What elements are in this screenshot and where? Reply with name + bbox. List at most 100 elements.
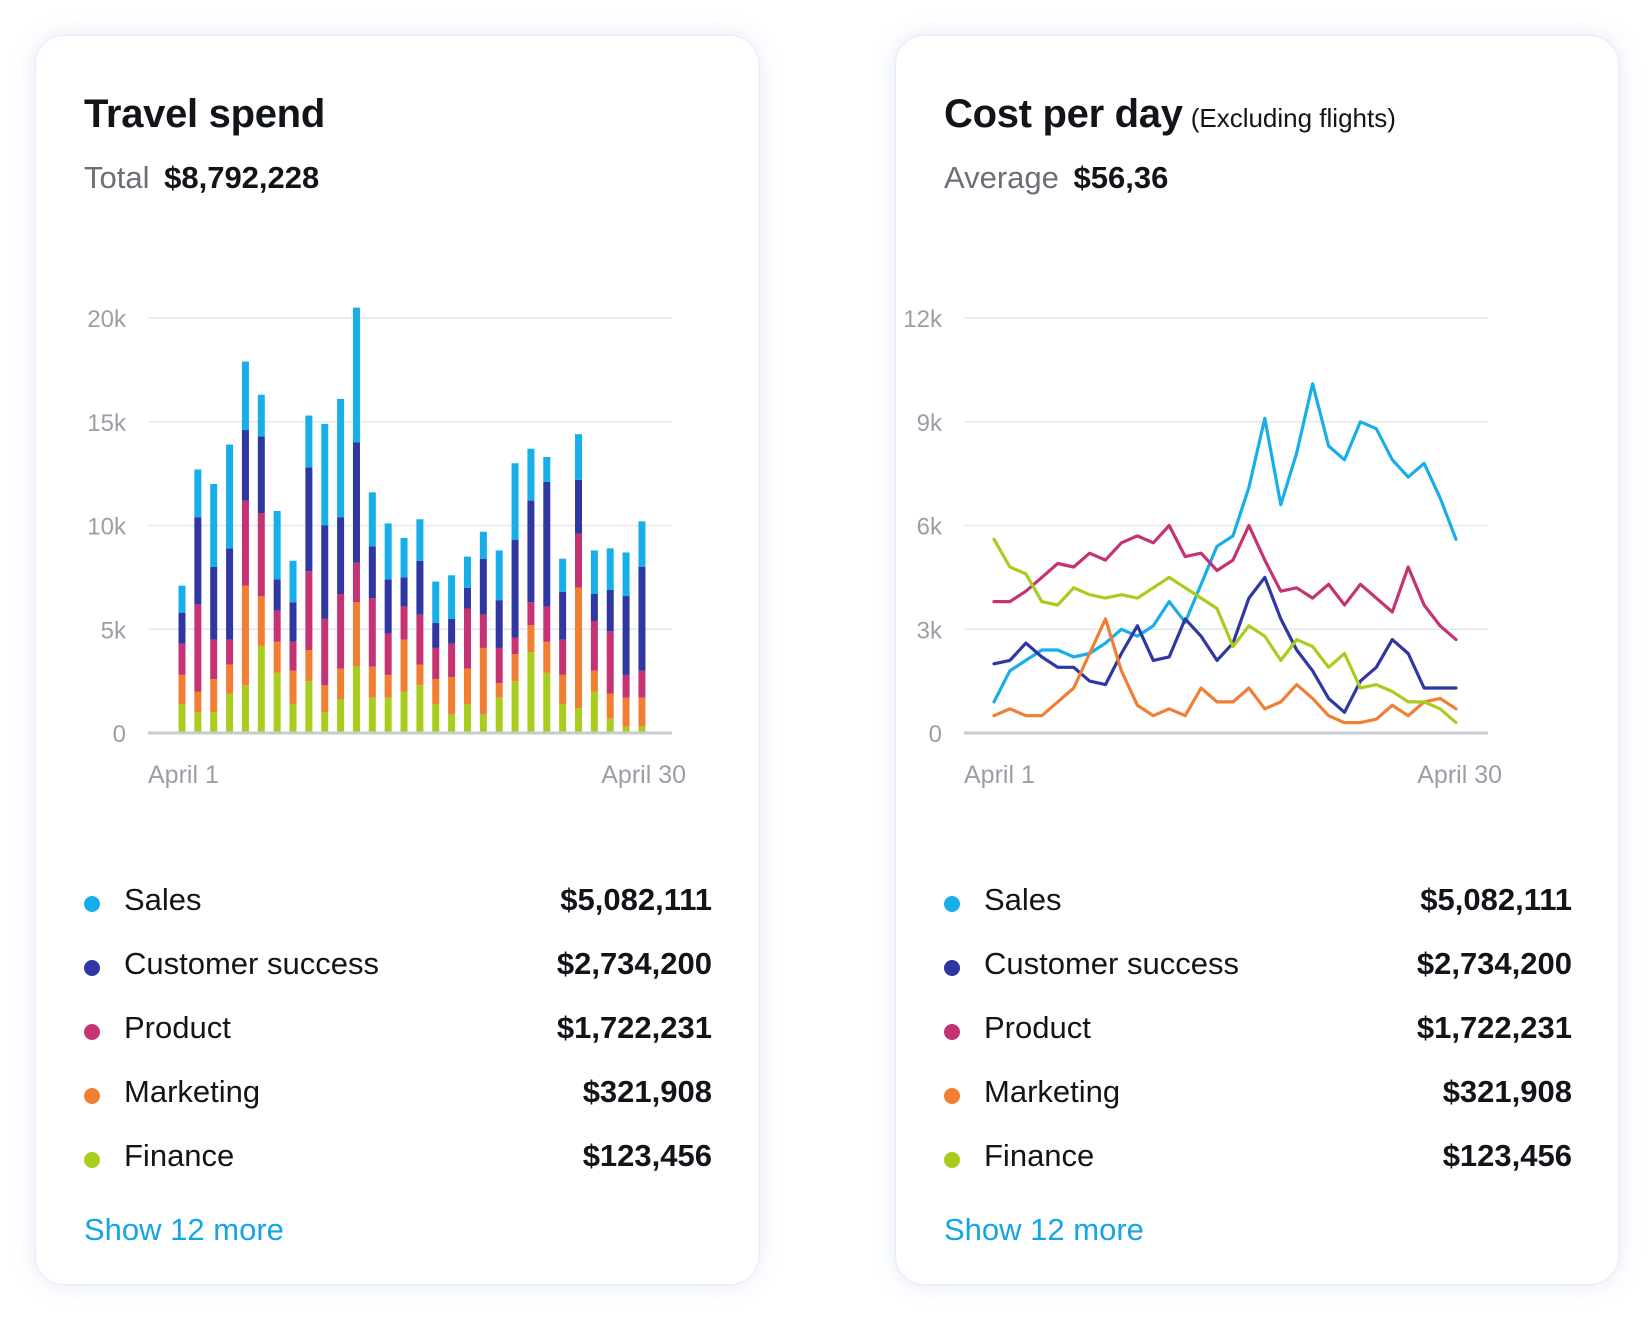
bar-segment-marketing bbox=[448, 676, 456, 715]
bar-segment-sales bbox=[527, 448, 535, 501]
bar-segment-sales bbox=[479, 531, 487, 559]
bar-segment-customer-success bbox=[226, 548, 234, 640]
bar-segment-product bbox=[178, 643, 186, 675]
show-more-link[interactable]: Show 12 more bbox=[944, 1212, 1144, 1247]
bar-segment-product bbox=[559, 639, 567, 675]
bar-segment-sales bbox=[590, 550, 598, 594]
legend-row-customer-success: Customer success $2,734,200 bbox=[944, 940, 1572, 1004]
travel-spend-bar-chart: 0 5k 10k 15k 20k April 1 April 30 bbox=[87, 306, 686, 789]
x-tick-label-start: April 1 bbox=[148, 761, 219, 789]
bar-segment-product bbox=[321, 618, 329, 686]
card-title: Cost per day (Excluding flights) bbox=[944, 92, 1396, 137]
bar-segment-marketing bbox=[226, 664, 234, 694]
bar-segment-marketing bbox=[210, 679, 218, 713]
bar-segment-customer-success bbox=[337, 517, 345, 594]
x-tick-label-end: April 30 bbox=[601, 761, 686, 789]
legend-dot-product bbox=[84, 1024, 100, 1040]
series-line-finance bbox=[992, 537, 1458, 725]
bar-segment-sales bbox=[241, 361, 249, 431]
bar-segment-sales bbox=[432, 581, 440, 624]
bar-segment-product bbox=[622, 674, 630, 698]
bar-segment-marketing bbox=[479, 647, 487, 715]
bar-segment-customer-success bbox=[305, 467, 313, 572]
bar-segment-customer-success bbox=[622, 596, 630, 675]
bar-segment-customer-success bbox=[559, 591, 567, 640]
legend-row-sales: Sales $5,082,111 bbox=[84, 876, 712, 940]
bar-segment-product bbox=[337, 593, 345, 669]
bar-segment-sales bbox=[495, 550, 503, 601]
cost-per-day-legend: Sales $5,082,111 Customer success $2,734… bbox=[944, 876, 1572, 1196]
bar-segment-customer-success bbox=[416, 560, 424, 615]
legend-amount: $1,722,231 bbox=[556, 1010, 712, 1045]
cost-per-day-title: Cost per day bbox=[944, 92, 1183, 136]
bar-segment-customer-success bbox=[321, 525, 329, 619]
bar-segment-sales bbox=[194, 469, 202, 518]
bar-segment-customer-success bbox=[495, 600, 503, 648]
cost-per-day-card: Cost per day (Excluding flights) Average … bbox=[896, 36, 1618, 1284]
bar-segment-finance bbox=[210, 712, 218, 733]
bar-segment-customer-success bbox=[543, 481, 551, 607]
legend-dot-customer-success bbox=[944, 960, 960, 976]
legend-row-marketing: Marketing $321,908 bbox=[944, 1068, 1572, 1132]
bar-segment-customer-success bbox=[638, 567, 646, 671]
bar-segment-marketing bbox=[463, 668, 471, 704]
bar-segment-finance bbox=[463, 703, 471, 733]
bar-segment-marketing bbox=[337, 668, 345, 700]
bar-segment-finance bbox=[352, 666, 360, 733]
bar-segment-marketing bbox=[543, 641, 551, 673]
bar-segment-marketing bbox=[559, 674, 567, 704]
legend-amount: $2,734,200 bbox=[1416, 946, 1572, 981]
series-line-sales bbox=[992, 382, 1458, 704]
legend-row-marketing: Marketing $321,908 bbox=[84, 1068, 712, 1132]
y-tick-label: 0 bbox=[113, 721, 126, 748]
bar-segment-product bbox=[194, 604, 202, 692]
legend-amount: $321,908 bbox=[1442, 1074, 1572, 1109]
bar-segment-marketing bbox=[178, 674, 186, 704]
bar-segment-marketing bbox=[241, 585, 249, 686]
bar-segment-customer-success bbox=[463, 587, 471, 609]
legend-amount: $123,456 bbox=[1442, 1138, 1572, 1173]
legend-label: Finance bbox=[124, 1138, 235, 1173]
bar-segment-product bbox=[257, 513, 265, 597]
show-more-link[interactable]: Show 12 more bbox=[84, 1212, 284, 1247]
bar-segment-sales bbox=[543, 457, 551, 482]
x-tick-label-start: April 1 bbox=[964, 761, 1035, 789]
bar-segment-finance bbox=[638, 726, 646, 733]
bar-segment-finance bbox=[400, 691, 408, 733]
bar-segment-customer-success bbox=[479, 558, 487, 615]
x-tick-label-end: April 30 bbox=[1417, 761, 1502, 789]
bar-segment-product bbox=[527, 602, 535, 626]
bar-segment-product bbox=[305, 571, 313, 650]
bar-segment-marketing bbox=[384, 674, 392, 698]
legend-label: Customer success bbox=[984, 946, 1239, 981]
bar-segment-sales bbox=[559, 558, 567, 592]
bar-segment-product bbox=[638, 670, 646, 698]
bar-segment-product bbox=[368, 598, 376, 667]
legend-amount: $321,908 bbox=[582, 1074, 712, 1109]
bar-segment-sales bbox=[273, 510, 281, 580]
bar-segment-finance bbox=[575, 708, 582, 733]
bar-segment-product bbox=[273, 610, 281, 642]
bar-segment-finance bbox=[194, 712, 202, 733]
bar-segment-sales bbox=[400, 537, 408, 578]
bar-segment-customer-success bbox=[241, 430, 249, 501]
average-value: $56,36 bbox=[1073, 160, 1169, 195]
bar-segment-sales bbox=[178, 585, 186, 613]
series-line-product bbox=[992, 523, 1458, 642]
travel-spend-legend: Sales $5,082,111 Customer success $2,734… bbox=[84, 876, 712, 1196]
y-tick-label: 5k bbox=[101, 617, 127, 644]
bar-segment-finance bbox=[448, 714, 456, 733]
bar-segment-customer-success bbox=[289, 602, 297, 642]
bar-segment-finance bbox=[226, 693, 234, 733]
bar-segment-marketing bbox=[368, 666, 376, 698]
bar-segment-customer-success bbox=[194, 517, 202, 605]
bar-segment-sales bbox=[352, 307, 360, 443]
bar-segment-marketing bbox=[575, 587, 582, 709]
bar-segment-finance bbox=[241, 685, 249, 733]
legend-dot-product bbox=[944, 1024, 960, 1040]
bar-segment-marketing bbox=[257, 596, 265, 646]
bar-segment-finance bbox=[289, 703, 297, 733]
legend-row-customer-success: Customer success $2,734,200 bbox=[84, 940, 712, 1004]
bar-segment-customer-success bbox=[400, 577, 408, 607]
bar-segment-finance bbox=[622, 726, 630, 733]
